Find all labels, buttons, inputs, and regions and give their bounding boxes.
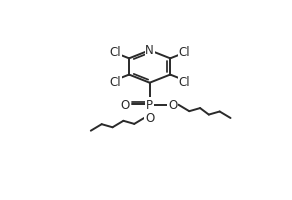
Text: N: N	[145, 44, 154, 57]
Text: Cl: Cl	[179, 46, 190, 59]
Text: P: P	[146, 99, 153, 112]
Text: O: O	[145, 111, 154, 124]
Text: O: O	[120, 98, 129, 111]
Text: Cl: Cl	[179, 75, 190, 88]
Text: Cl: Cl	[110, 75, 121, 88]
Text: Cl: Cl	[110, 46, 121, 59]
Text: O: O	[168, 99, 177, 112]
